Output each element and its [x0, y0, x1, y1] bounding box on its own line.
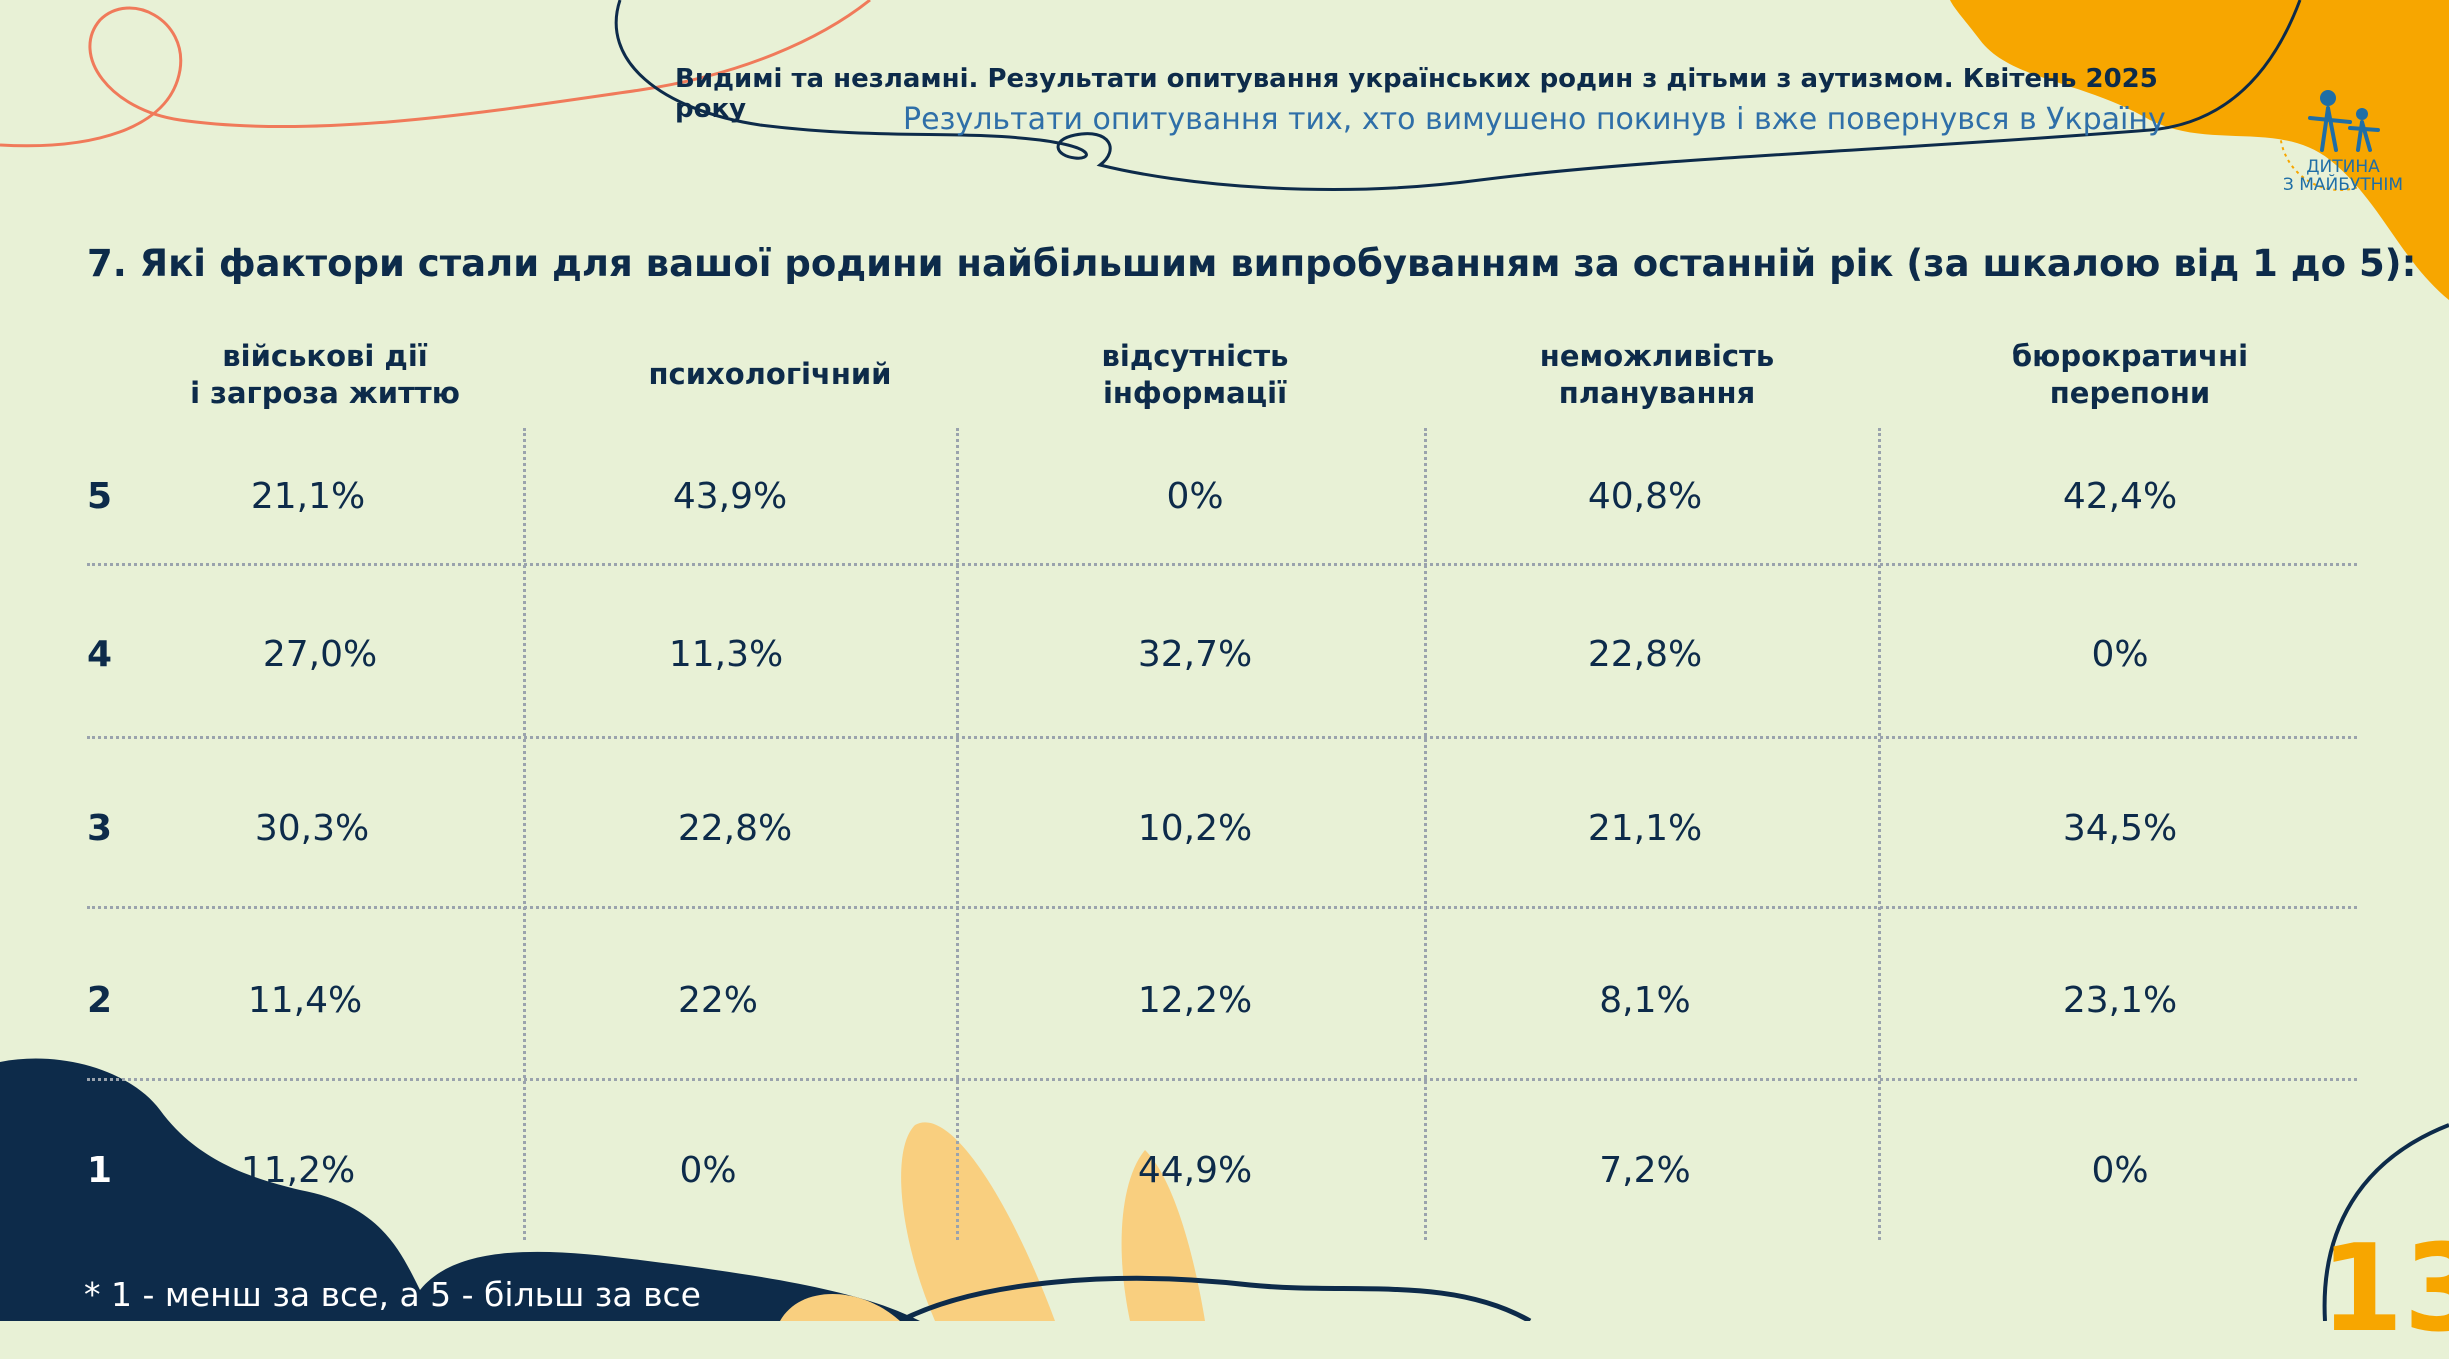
table-cell: 0%	[2091, 1150, 2149, 1191]
table-cell: 21,1%	[1587, 808, 1703, 849]
table-cell: 22%	[677, 980, 758, 1021]
foundation-logo	[2279, 69, 2401, 191]
navy-bottom-line	[898, 1275, 1532, 1321]
table-cell: 30,3%	[254, 808, 370, 849]
page-number: 13	[2320, 1220, 2449, 1359]
column-header-military: військові дії і загроза життю	[190, 339, 460, 410]
table-cell: 7,2%	[1599, 1150, 1691, 1191]
row-label-1: 1	[87, 1150, 113, 1191]
table-cell: 43,9%	[672, 476, 788, 517]
column-header-information: відсутність інформації	[1101, 339, 1289, 410]
leaf-shape	[901, 1122, 1055, 1321]
table-cell: 0%	[1166, 476, 1224, 517]
leaf-shape	[780, 1294, 900, 1321]
table-cell: 44,9%	[1137, 1150, 1253, 1191]
column-divider	[1878, 428, 1881, 1240]
background-decoration	[0, 0, 2449, 1321]
table-cell: 32,7%	[1137, 634, 1253, 675]
table-cell: 11,4%	[247, 980, 363, 1021]
table-cell: 10,2%	[1137, 808, 1253, 849]
row-label-2: 2	[87, 980, 113, 1021]
report-title: Видимі та незламні. Результати опитуванн…	[675, 64, 2158, 124]
table-cell: 22,8%	[677, 808, 793, 849]
row-label-5: 5	[87, 476, 113, 517]
table-cell: 40,8%	[1587, 476, 1703, 517]
navy-swirl-line	[614, 0, 2302, 191]
column-header-bureaucracy: бюрократичні перепони	[2011, 339, 2249, 410]
row-divider	[87, 1078, 2357, 1081]
scale-footnote: * 1 - менш за все, а 5 - більш за все	[84, 1275, 701, 1314]
table-cell: 23,1%	[2062, 980, 2178, 1021]
column-header-planning: неможливість планування	[1539, 339, 1775, 410]
row-divider	[87, 906, 2357, 909]
table-cell: 8,1%	[1599, 980, 1691, 1021]
report-subtitle: Результати опитування тих, хто вимушено …	[903, 102, 2166, 137]
table-cell: 42,4%	[2062, 476, 2178, 517]
logo-label: ДИТИНА З МАЙБУТНІМ	[2268, 158, 2418, 194]
coral-swirl-line	[0, 0, 871, 148]
column-divider	[1424, 428, 1427, 1240]
column-divider	[956, 428, 959, 1240]
figure-head-icon	[2320, 90, 2336, 106]
navy-corner-arc	[2322, 1123, 2449, 1321]
table-cell: 0%	[2091, 634, 2149, 675]
column-divider	[523, 428, 526, 1240]
orange-corner-shape	[1950, 0, 2449, 300]
table-cell: 21,1%	[250, 476, 366, 517]
logo-name-line2: З МАЙБУТНІМ	[2282, 175, 2404, 195]
figure-head-icon	[2356, 108, 2368, 120]
navy-bottom-blob	[0, 1058, 920, 1321]
table-cell: 12,2%	[1137, 980, 1253, 1021]
row-label-3: 3	[87, 808, 113, 849]
table-cell: 27,0%	[262, 634, 378, 675]
row-divider	[87, 563, 2357, 566]
row-divider	[87, 736, 2357, 739]
table-cell: 11,3%	[668, 634, 784, 675]
table-cell: 22,8%	[1587, 634, 1703, 675]
logo-name-line1: ДИТИНА	[2306, 157, 2380, 177]
row-label-4: 4	[87, 634, 113, 675]
table-cell: 0%	[679, 1150, 737, 1191]
table-cell: 34,5%	[2062, 808, 2178, 849]
table-cell: 11,2%	[240, 1150, 356, 1191]
column-header-psychological: психологічний	[648, 357, 892, 391]
question-heading: 7. Які фактори стали для вашої родини на…	[87, 242, 2417, 285]
